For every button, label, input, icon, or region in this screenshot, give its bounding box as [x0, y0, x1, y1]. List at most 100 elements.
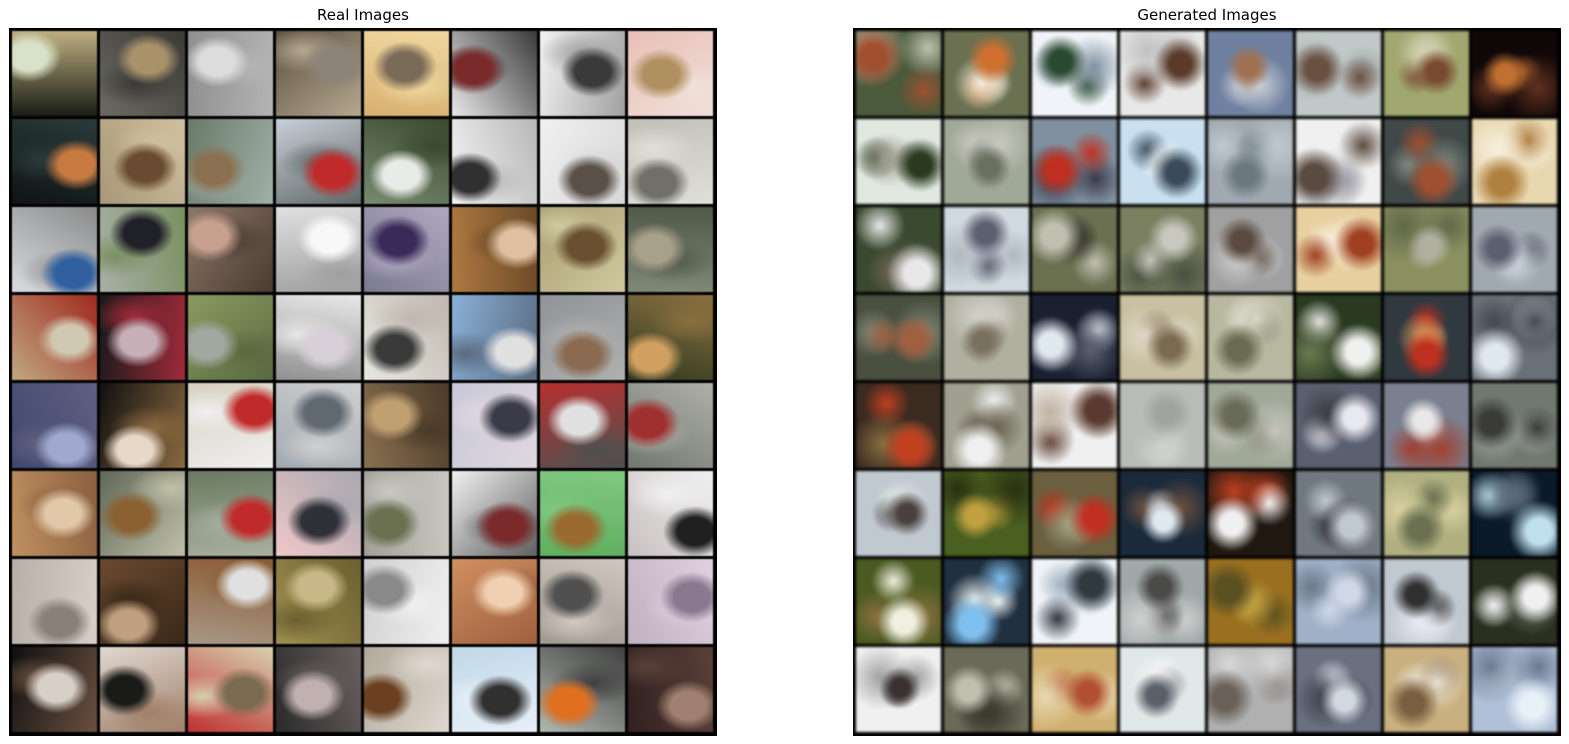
real-image-tile [364, 119, 449, 204]
real-image-tile [188, 471, 273, 556]
real-image-tile [12, 559, 97, 644]
generated-image-tile [856, 31, 941, 116]
generated-image-tile [1384, 383, 1469, 468]
real-image-tile [540, 207, 625, 292]
real-image-grid [12, 31, 713, 732]
generated-image-tile [1296, 119, 1381, 204]
real-image-tile [12, 295, 97, 380]
generated-image-tile [944, 647, 1029, 732]
generated-image-tile [1032, 207, 1117, 292]
real-image-tile [12, 31, 97, 116]
generated-image-tile [944, 207, 1029, 292]
real-image-tile [452, 207, 537, 292]
generated-image-tile [1208, 295, 1293, 380]
generated-image-tile [1296, 647, 1381, 732]
generated-image-tile [944, 471, 1029, 556]
image-grid-frame [853, 28, 1561, 736]
generated-image-tile [1208, 647, 1293, 732]
generated-image-tile [1472, 471, 1557, 556]
real-image-tile [452, 119, 537, 204]
real-image-tile [188, 295, 273, 380]
real-image-tile [364, 471, 449, 556]
real-image-tile [12, 471, 97, 556]
generated-image-tile [1032, 471, 1117, 556]
real-image-tile [276, 647, 361, 732]
real-image-tile [540, 647, 625, 732]
generated-image-tile [1296, 383, 1381, 468]
real-image-tile [276, 207, 361, 292]
generated-image-tile [1472, 119, 1557, 204]
real-image-tile [276, 119, 361, 204]
real-image-tile [188, 559, 273, 644]
generated-image-tile [1032, 559, 1117, 644]
real-image-tile [364, 559, 449, 644]
real-image-tile [100, 207, 185, 292]
real-image-tile [12, 647, 97, 732]
real-image-tile [276, 383, 361, 468]
generated-image-tile [944, 295, 1029, 380]
real-image-tile [276, 31, 361, 116]
generated-image-tile [856, 295, 941, 380]
real-image-tile [628, 119, 713, 204]
real-image-tile [452, 383, 537, 468]
real-image-tile [540, 119, 625, 204]
real-image-tile [540, 559, 625, 644]
generated-image-tile [1120, 207, 1205, 292]
real-image-tile [276, 471, 361, 556]
generated-image-tile [1296, 31, 1381, 116]
generated-image-tile [1208, 31, 1293, 116]
generated-image-tile [1472, 295, 1557, 380]
generated-image-tile [1384, 119, 1469, 204]
generated-image-tile [1472, 647, 1557, 732]
real-image-tile [188, 383, 273, 468]
generated-image-tile [1120, 471, 1205, 556]
generated-image-tile [856, 559, 941, 644]
generated-image-tile [1296, 295, 1381, 380]
generated-image-tile [1296, 207, 1381, 292]
panel-title-real: Real Images [317, 6, 409, 24]
real-image-tile [188, 207, 273, 292]
real-image-tile [12, 383, 97, 468]
real-image-tile [452, 471, 537, 556]
real-image-tile [628, 207, 713, 292]
real-image-tile [188, 647, 273, 732]
real-image-tile [12, 119, 97, 204]
generated-image-tile [1472, 31, 1557, 116]
real-image-tile [452, 559, 537, 644]
generated-image-tile [1032, 119, 1117, 204]
real-image-tile [452, 295, 537, 380]
real-image-tile [364, 295, 449, 380]
image-grid-frame [9, 28, 717, 736]
real-image-tile [628, 559, 713, 644]
generated-image-tile [1208, 471, 1293, 556]
generated-image-tile [944, 383, 1029, 468]
real-image-tile [100, 559, 185, 644]
generated-image-grid [856, 31, 1557, 732]
real-image-tile [100, 119, 185, 204]
generated-image-tile [944, 31, 1029, 116]
real-image-tile [364, 31, 449, 116]
generated-image-tile [1296, 471, 1381, 556]
real-image-tile [628, 471, 713, 556]
real-image-tile [100, 295, 185, 380]
generated-image-tile [1032, 295, 1117, 380]
real-image-tile [628, 31, 713, 116]
generated-image-tile [1384, 559, 1469, 644]
real-image-tile [540, 31, 625, 116]
generated-image-tile [1472, 383, 1557, 468]
real-image-tile [540, 471, 625, 556]
real-image-tile [540, 383, 625, 468]
real-image-tile [100, 647, 185, 732]
generated-image-tile [1032, 31, 1117, 116]
generated-image-tile [856, 207, 941, 292]
real-image-tile [540, 295, 625, 380]
real-image-tile [188, 119, 273, 204]
real-image-tile [364, 383, 449, 468]
generated-image-tile [1120, 647, 1205, 732]
generated-image-tile [1296, 559, 1381, 644]
generated-image-tile [1472, 559, 1557, 644]
generated-image-tile [1032, 647, 1117, 732]
generated-image-tile [856, 119, 941, 204]
generated-image-tile [1120, 119, 1205, 204]
real-image-tile [452, 647, 537, 732]
